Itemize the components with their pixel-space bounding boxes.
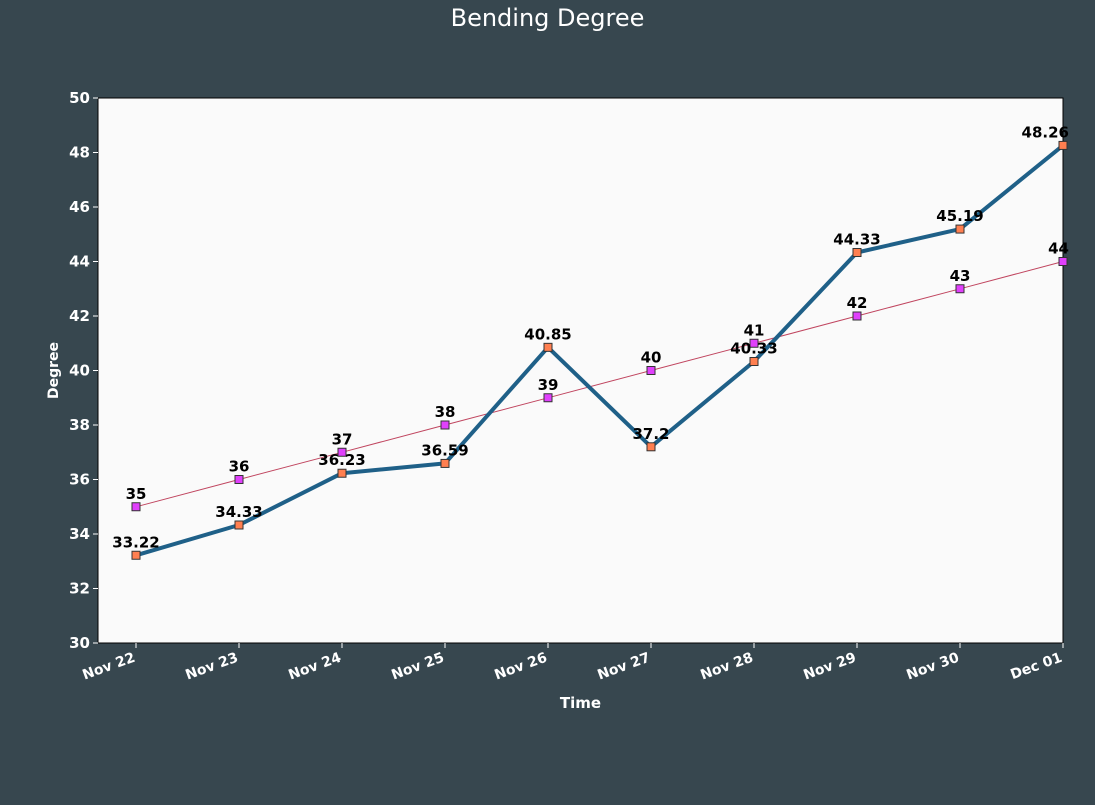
series-1-data-label: 44.33 (833, 231, 880, 249)
y-tick-label: 42 (69, 307, 90, 325)
series-1-data-label: 33.22 (112, 533, 159, 551)
series-2-point (749, 338, 759, 348)
series-2-data-label: 43 (950, 267, 971, 285)
series-1-point (749, 357, 759, 367)
x-tick-label: Nov 26 (492, 650, 549, 684)
series-1-point (1058, 140, 1068, 150)
series-1-point (234, 520, 244, 530)
series-1-point (852, 248, 862, 258)
series-2-point (646, 366, 656, 375)
series-2-data-label: 41 (744, 321, 765, 339)
x-tick-label: Nov 27 (595, 650, 652, 684)
plot-area (97, 97, 1064, 644)
series-2-data-label: 40 (641, 349, 662, 367)
series-1-point (955, 224, 965, 234)
series-2-data-label: 35 (126, 485, 147, 503)
series-layer: 35 36 37 38 39 40 41 42 43 44 33.22 34.33 36.23 36.59… (112, 123, 1069, 560)
series-1-data-label: 37.2 (632, 425, 669, 443)
series-1-point (543, 342, 553, 352)
series-2-point (131, 502, 141, 512)
series-1-point (337, 468, 347, 478)
x-tick-label: Nov 25 (389, 650, 446, 684)
chart-title: Bending Degree (450, 4, 645, 32)
series-2-point (543, 393, 553, 403)
series-1-point (646, 442, 656, 452)
series-2-data-label: 39 (538, 376, 559, 394)
series-2-point (440, 420, 450, 430)
series-2-data-label: 38 (435, 403, 456, 421)
x-axis: Nov 22 Nov 23 Nov 24 Nov 25 Nov 26 Nov 27 Nov … (80, 643, 1064, 684)
series-1-data-label: 36.23 (318, 451, 365, 469)
y-tick-label: 48 (69, 144, 90, 162)
series-2-data-label: 37 (332, 430, 353, 448)
series-1-data-label: 45.19 (936, 207, 983, 225)
series-2-data-label: 44 (1048, 240, 1069, 258)
y-axis-title: Degree (46, 342, 62, 399)
series-1-point (440, 458, 450, 468)
series-1-data-label: 40.33 (730, 340, 777, 358)
series-2-point (234, 475, 244, 484)
y-tick-label: 32 (69, 580, 90, 598)
series-1-data-label: 34.33 (215, 503, 262, 521)
y-tick-label: 38 (69, 416, 90, 434)
y-tick-label: 36 (69, 471, 90, 489)
y-axis: 30 32 34 36 38 40 42 44 46 48 50 (69, 89, 98, 652)
x-tick-label: Nov 23 (183, 650, 240, 684)
series-2-data-label: 42 (847, 294, 868, 312)
series-2-point (852, 311, 862, 321)
series-1-point (131, 550, 141, 560)
x-axis-title: Time (560, 694, 601, 712)
series-2-data-label: 36 (229, 458, 250, 476)
y-tick-label: 30 (69, 634, 90, 652)
series-1-data-label: 40.85 (524, 325, 571, 343)
x-tick-label: Nov 29 (801, 650, 858, 684)
y-tick-label: 50 (69, 89, 90, 107)
y-tick-label: 40 (69, 362, 90, 380)
series-1-data-label: 48.26 (1022, 123, 1069, 141)
series-2-line (135, 261, 1064, 508)
series-1-data-label: 36.59 (421, 441, 468, 459)
series-1-line (135, 143, 1065, 558)
x-tick-label: Nov 22 (80, 650, 137, 684)
y-tick-label: 46 (69, 198, 90, 216)
x-tick-label: Dec 01 (1008, 650, 1064, 683)
series-2-point (337, 447, 347, 457)
y-tick-label: 34 (69, 525, 90, 543)
x-tick-label: Nov 24 (286, 650, 343, 684)
x-tick-label: Nov 30 (904, 650, 961, 684)
x-tick-label: Nov 28 (698, 650, 755, 684)
series-2-point (1058, 257, 1068, 266)
series-2-point (955, 284, 965, 294)
y-tick-label: 44 (69, 253, 90, 271)
